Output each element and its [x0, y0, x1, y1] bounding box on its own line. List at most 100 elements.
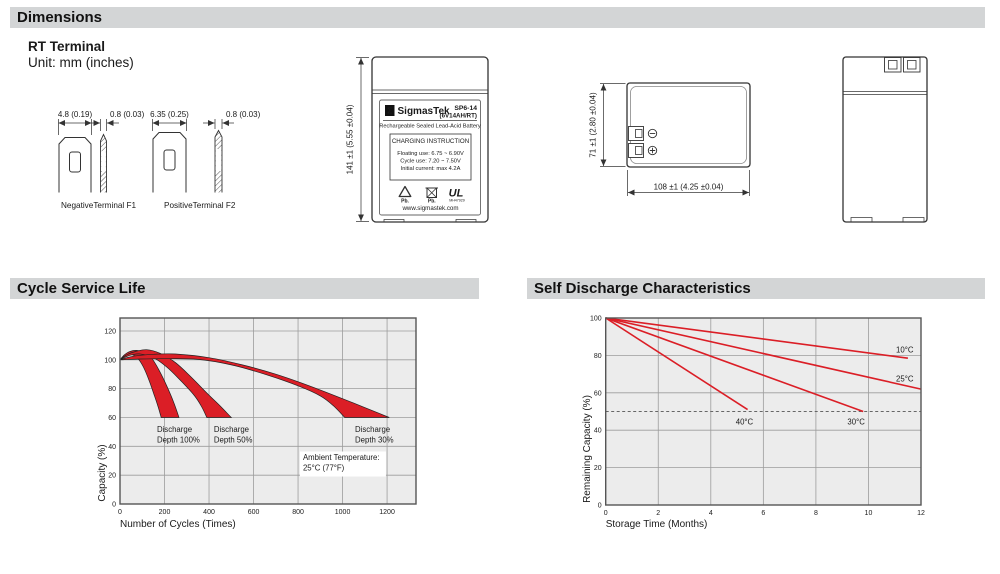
minus-symbol-icon	[647, 128, 658, 139]
section-header-cycle-service-life: Cycle Service Life	[10, 278, 479, 299]
charging-instruction-box	[389, 133, 472, 181]
y-tick-label: 0	[112, 502, 116, 509]
y-tick-label: 100	[590, 316, 602, 323]
recycle-pb-icon	[398, 185, 412, 198]
x-axis-title: Storage Time (Months)	[606, 519, 708, 530]
x-tick-label: 6	[761, 510, 765, 517]
discharge-band	[119, 353, 390, 418]
temperature-line	[605, 317, 909, 359]
front-height-dim-label: 141 ±1 (5.55 ±0.04)	[346, 104, 355, 174]
temperature-label: 30°C	[847, 418, 865, 427]
section-header-dimensions: Dimensions	[10, 7, 985, 28]
model-spec: (6V14AH/RT)	[440, 113, 477, 120]
f1-strip-hole	[101, 151, 106, 171]
y-tick-label: 120	[104, 328, 116, 335]
side-view-body	[842, 56, 928, 223]
x-tick-label: 1200	[379, 509, 395, 516]
bin-pb-label: Pb.	[428, 199, 436, 205]
plot-border	[604, 317, 922, 506]
y-axis-title: Capacity (%)	[97, 444, 108, 501]
side-view-terminal-2-tab	[907, 60, 917, 70]
side-view-terminal-1	[884, 57, 902, 73]
discharge-band	[119, 349, 233, 418]
y-tick-label: 80	[108, 386, 116, 393]
top-height-dim-label: 71 ±1 (2.80 ±0.04)	[589, 92, 598, 158]
side-view-terminal-1-tab	[888, 60, 898, 70]
x-tick-label: 4	[709, 510, 713, 517]
x-tick-label: 200	[159, 509, 171, 516]
chart-annotation: Depth 100%	[157, 435, 200, 444]
ul-code: MH47929	[449, 199, 465, 203]
f1-width-dim-label: 4.8 (0.19)	[58, 110, 93, 119]
x-tick-label: 0	[604, 510, 608, 517]
f2-caption: PositiveTerminal F2	[164, 201, 236, 210]
dimensions-figure: 4.8 (0.19) 0.8 (0.03) NegativeTerminal F…	[58, 56, 928, 223]
chart-annotation: Ambient Temperature:	[303, 453, 380, 462]
ul-mark-icon: UL	[449, 188, 464, 200]
top-view-inner-rim	[630, 86, 747, 164]
brand-logo	[385, 105, 395, 116]
chart-annotation: Depth 50%	[214, 435, 253, 444]
charging-title: CHARGING INSTRUCTION	[392, 138, 469, 145]
x-tick-label: 0	[118, 509, 122, 516]
x-tick-label: 400	[203, 509, 215, 516]
website: www.sigmastek.com	[401, 205, 458, 212]
temperature-line	[605, 317, 922, 390]
y-tick-label: 0	[598, 503, 602, 510]
chart-annotation: 25°C (77°F)	[303, 464, 345, 473]
x-tick-label: 2	[656, 510, 660, 517]
battery-top-view: 71 ±1 (2.80 ±0.04) 108 ±1 (4.25 ±0.04)	[589, 82, 751, 196]
temperature-line	[605, 317, 749, 411]
top-view-outline	[626, 82, 751, 168]
temperature-label: 40°C	[736, 418, 754, 427]
plot-border	[119, 317, 417, 505]
negative-terminal-figure: 4.8 (0.19) 0.8 (0.03) NegativeTerminal F…	[58, 110, 145, 210]
rt-terminal-title: RT Terminal	[28, 39, 106, 54]
y-tick-label: 100	[104, 357, 116, 364]
side-view-terminal-2	[903, 57, 921, 73]
y-tick-label: 40	[108, 444, 116, 451]
recycle-pb-label: Pb.	[401, 199, 409, 205]
brand-logo-glyph: Σ	[387, 106, 392, 116]
crossed-bin-pb-icon	[425, 187, 438, 198]
charging-line-3: Initial current: max 4.2A	[401, 166, 461, 172]
x-tick-label: 10	[865, 510, 873, 517]
y-tick-label: 20	[594, 465, 602, 472]
y-axis-title: Remaining Capacity (%)	[582, 395, 593, 503]
temperature-line	[605, 317, 864, 413]
top-view-terminal-neg	[628, 126, 644, 141]
battery-side-view	[842, 56, 928, 223]
x-tick-label: 1000	[335, 509, 351, 516]
brand-name: SigmasTek	[398, 106, 450, 117]
f1-thickness-dim-label: 0.8 (0.03)	[110, 110, 145, 119]
plus-symbol-icon	[647, 145, 658, 156]
model-number: SP6-14	[454, 105, 477, 112]
chart-annotation: Discharge	[157, 425, 192, 434]
x-tick-label: 8	[814, 510, 818, 517]
temperature-label: 25°C	[896, 375, 914, 384]
charging-line-2: Cycle use: 7.20 ~ 7.50V	[400, 159, 461, 165]
chart-annotation: Discharge	[355, 425, 390, 434]
top-view-terminal-neg-tab	[635, 129, 643, 138]
chart-annotation: Discharge	[214, 425, 249, 434]
f2-strip-hole	[215, 149, 222, 171]
y-tick-label: 40	[594, 428, 602, 435]
battery-front-view: 141 ±1 (5.55 ±0.04) Σ SigmasTek SP6-14 (…	[346, 56, 489, 223]
top-view-terminal-pos	[628, 143, 644, 158]
f1-tab-hole	[69, 151, 81, 173]
annotation-background	[299, 451, 386, 477]
f2-thickness-dim-label: 0.8 (0.03)	[226, 110, 261, 119]
f2-tab-hole	[163, 149, 176, 171]
y-tick-label: 20	[108, 473, 116, 480]
top-width-dim-label: 108 ±1 (4.25 ±0.04)	[654, 183, 724, 192]
positive-terminal-figure: 6.35 (0.25) 0.8 (0.03) PositiveTerminal …	[150, 110, 260, 210]
self-discharge-chart: 10°C 25°C 30°C 40°C 0 20 40 60 80 100 0 2 4 6 8 10 12 Sto…	[582, 316, 925, 531]
charging-line-1: Floating use: 6.75 ~ 6.90V	[397, 151, 464, 157]
x-tick-label: 600	[248, 509, 260, 516]
x-axis-title: Number of Cycles (Times)	[120, 519, 236, 530]
y-tick-label: 80	[594, 353, 602, 360]
x-tick-label: 12	[917, 510, 925, 517]
x-tick-label: 800	[292, 509, 304, 516]
battery-type-line: Rechargeable Sealed Lead-Acid Battery	[379, 124, 481, 130]
